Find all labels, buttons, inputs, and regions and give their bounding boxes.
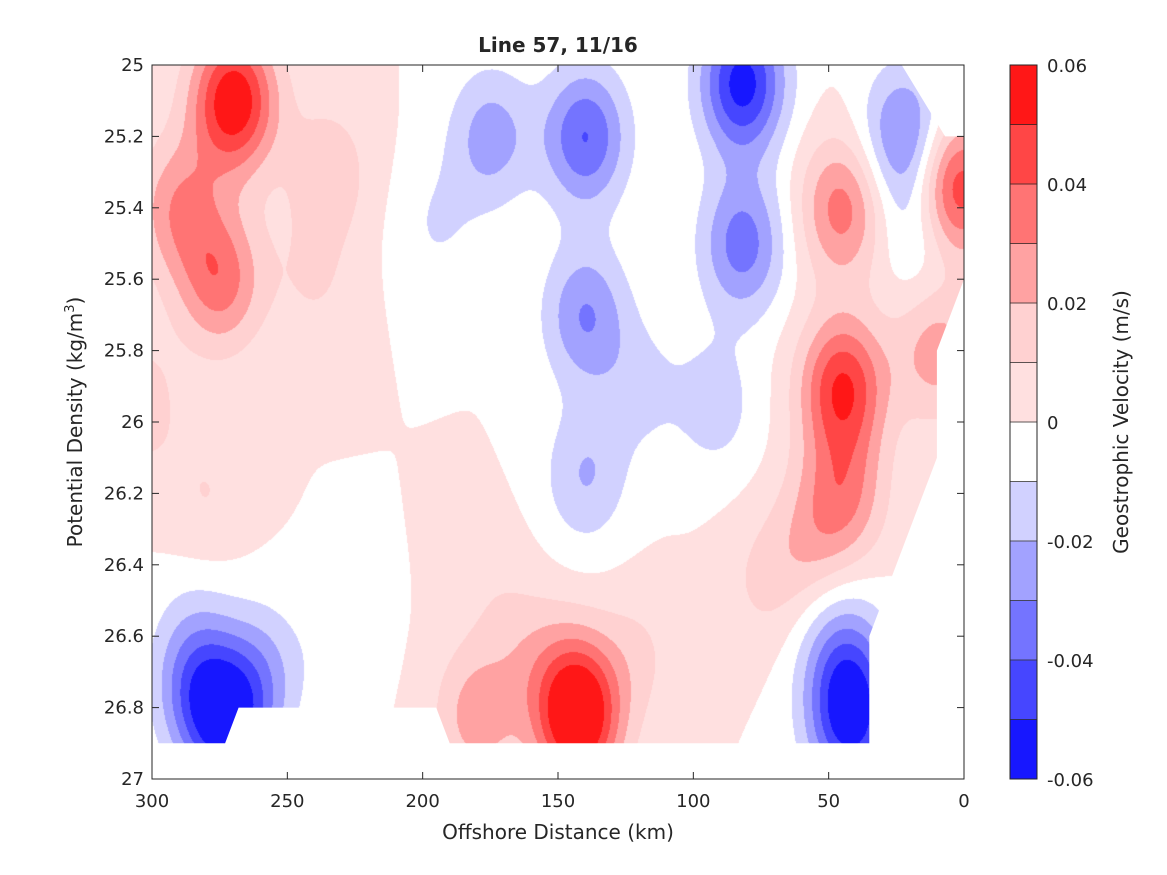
- x-tick-label: 200: [405, 791, 439, 812]
- colorbar-tick-label: 0.04: [1047, 175, 1087, 196]
- y-tick-label: 25.6: [104, 269, 144, 290]
- colorbar-swatch: [1010, 600, 1037, 661]
- colorbar-swatch: [1010, 65, 1037, 125]
- y-tick-label: 26.4: [104, 555, 144, 576]
- colorbar-tick-label: -0.06: [1047, 770, 1094, 791]
- colorbar-swatch: [1010, 660, 1037, 720]
- colorbar-swatch: [1010, 719, 1037, 780]
- chart-title: Line 57, 11/16: [478, 33, 638, 57]
- velocity-contour-field: [152, 65, 964, 744]
- y-tick-label: 27: [121, 769, 144, 790]
- y-tick-label: 25.8: [104, 341, 144, 362]
- colorbar-swatch: [1010, 422, 1037, 482]
- x-tick-label: 0: [958, 791, 969, 812]
- colorbar-swatch: [1010, 541, 1037, 601]
- x-axis-label: Offshore Distance (km): [442, 820, 674, 844]
- x-tick-label: 250: [270, 791, 304, 812]
- plot-area: [151, 64, 965, 780]
- colorbar: 0.06 0.04 0.02 0 -0.02 -0.04 -0.06 Geostrophic…: [1009, 56, 1133, 791]
- y-axis-label: Potential Density (kg/m3): [63, 297, 87, 548]
- y-axis: 25 25.2 25.4 25.6 25.8 26 26.2 26.4 26.6 26.8 27: [104, 55, 964, 790]
- y-tick-label: 26: [121, 412, 144, 433]
- colorbar-swatch: [1010, 303, 1037, 363]
- colorbar-tick-label: 0.06: [1047, 56, 1087, 77]
- colorbar-ticks: 0.06 0.04 0.02 0 -0.02 -0.04 -0.06: [1047, 56, 1094, 791]
- colorbar-tick-label: 0: [1047, 413, 1058, 434]
- colorbar-swatch: [1010, 184, 1037, 244]
- y-tick-label: 25.4: [104, 198, 144, 219]
- y-tick-label: 26.8: [104, 698, 144, 719]
- y-tick-label: 25: [121, 55, 144, 76]
- colorbar-swatch: [1010, 243, 1037, 304]
- colorbar-swatch: [1010, 481, 1037, 542]
- colorbar-swatches: [1010, 65, 1037, 780]
- colorbar-swatch: [1010, 124, 1037, 185]
- y-axis-label-close: ): [63, 297, 87, 305]
- x-tick-label: 150: [541, 791, 575, 812]
- colorbar-swatch: [1010, 362, 1037, 423]
- colorbar-frame: [1009, 64, 1038, 780]
- y-axis-label-main: Potential Density (kg/m: [63, 313, 87, 548]
- x-tick-label: 100: [676, 791, 710, 812]
- colorbar-tick-label: 0.02: [1047, 294, 1087, 315]
- y-tick-label: 26.6: [104, 626, 144, 647]
- colorbar-label: Geostrophic Velocity (m/s): [1109, 290, 1133, 554]
- x-tick-label: 50: [817, 791, 840, 812]
- y-axis-label-superscript: 3: [63, 304, 78, 312]
- y-tick-label: 26.2: [104, 483, 144, 504]
- y-tick-label: 25.2: [104, 126, 144, 147]
- colorbar-tick-label: -0.04: [1047, 651, 1094, 672]
- colorbar-tick-label: -0.02: [1047, 532, 1094, 553]
- x-axis: 300 250 200 150 100 50 0: [135, 65, 970, 812]
- x-tick-label: 300: [135, 791, 169, 812]
